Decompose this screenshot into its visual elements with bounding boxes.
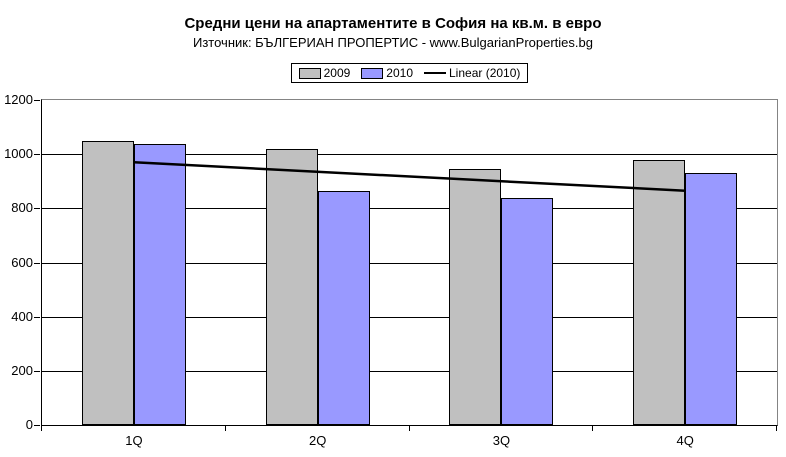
y-axis-tick-1000 — [34, 154, 40, 156]
legend-label-linear-2010: Linear (2010) — [449, 66, 521, 80]
y-axis-label-800: 800 — [11, 200, 33, 216]
legend: 2009 2010 Linear (2010) — [290, 63, 529, 83]
x-axis-label-1q: 1Q — [125, 433, 143, 448]
y-axis-label-0: 0 — [25, 417, 33, 432]
legend-swatch-2010 — [361, 67, 384, 79]
legend-swatch-2009 — [298, 67, 321, 79]
legend-label-2010: 2010 — [386, 66, 413, 80]
bar-2009-4q — [633, 160, 686, 425]
bar-2009-1q — [81, 140, 134, 425]
gridline-200 — [42, 371, 777, 372]
legend-item-2009: 2009 — [298, 66, 351, 80]
x-axis-tick-2 — [408, 426, 410, 431]
legend-label-2009: 2009 — [323, 66, 351, 80]
bar-2010-3q — [501, 198, 554, 425]
x-axis-tick-1 — [224, 426, 226, 431]
x-axis-tick-0 — [41, 426, 42, 431]
x-axis-tick-3 — [592, 426, 594, 431]
y-axis-tick-800 — [34, 208, 40, 210]
y-axis-labels: 0 200 400 600 800 1000 1200 — [0, 93, 33, 432]
x-axis-label-3q: 3Q — [492, 433, 511, 448]
y-axis-label-600: 600 — [11, 254, 33, 270]
gridline-1000 — [42, 154, 777, 155]
bar-2010-4q — [685, 173, 738, 425]
y-axis-tick-0 — [34, 425, 40, 426]
x-axis-label-4q: 4Q — [676, 433, 694, 448]
y-axis-label-400: 400 — [11, 308, 33, 324]
trendline-linear-2010 — [133, 161, 686, 192]
gridline-400 — [42, 317, 777, 318]
y-axis-tick-600 — [34, 262, 40, 264]
legend-row: 2009 2010 Linear (2010) — [41, 63, 778, 83]
y-axis-label-1000: 1000 — [4, 146, 33, 162]
x-axis-labels: 1Q 2Q 3Q 4Q — [42, 433, 777, 449]
plot-area — [41, 99, 778, 426]
gridline-800 — [42, 208, 777, 209]
bar-2009-2q — [265, 148, 318, 425]
bar-2009-3q — [449, 169, 502, 425]
y-axis-tick-200 — [34, 370, 40, 372]
legend-item-2010: 2010 — [361, 66, 413, 80]
x-axis-label-2q: 2Q — [309, 433, 327, 448]
y-axis-label-200: 200 — [11, 362, 33, 378]
chart-title: Средни цени на апартаментите в София на … — [184, 15, 602, 32]
y-axis-label-1200: 1200 — [4, 92, 33, 107]
legend-item-linear-2010: Linear (2010) — [424, 66, 520, 80]
bar-2010-2q — [317, 190, 370, 425]
x-axis-tick-4 — [776, 426, 777, 431]
legend-trendline-icon — [424, 72, 446, 74]
gridline-600 — [42, 263, 777, 264]
bar-2010-1q — [133, 143, 186, 425]
chart-subtitle: Източник: БЪЛГЕРИАН ПРОПЕРТИС - www.Bulg… — [193, 35, 593, 50]
y-axis-tick-1200 — [34, 100, 40, 101]
y-axis-tick-400 — [34, 316, 40, 318]
